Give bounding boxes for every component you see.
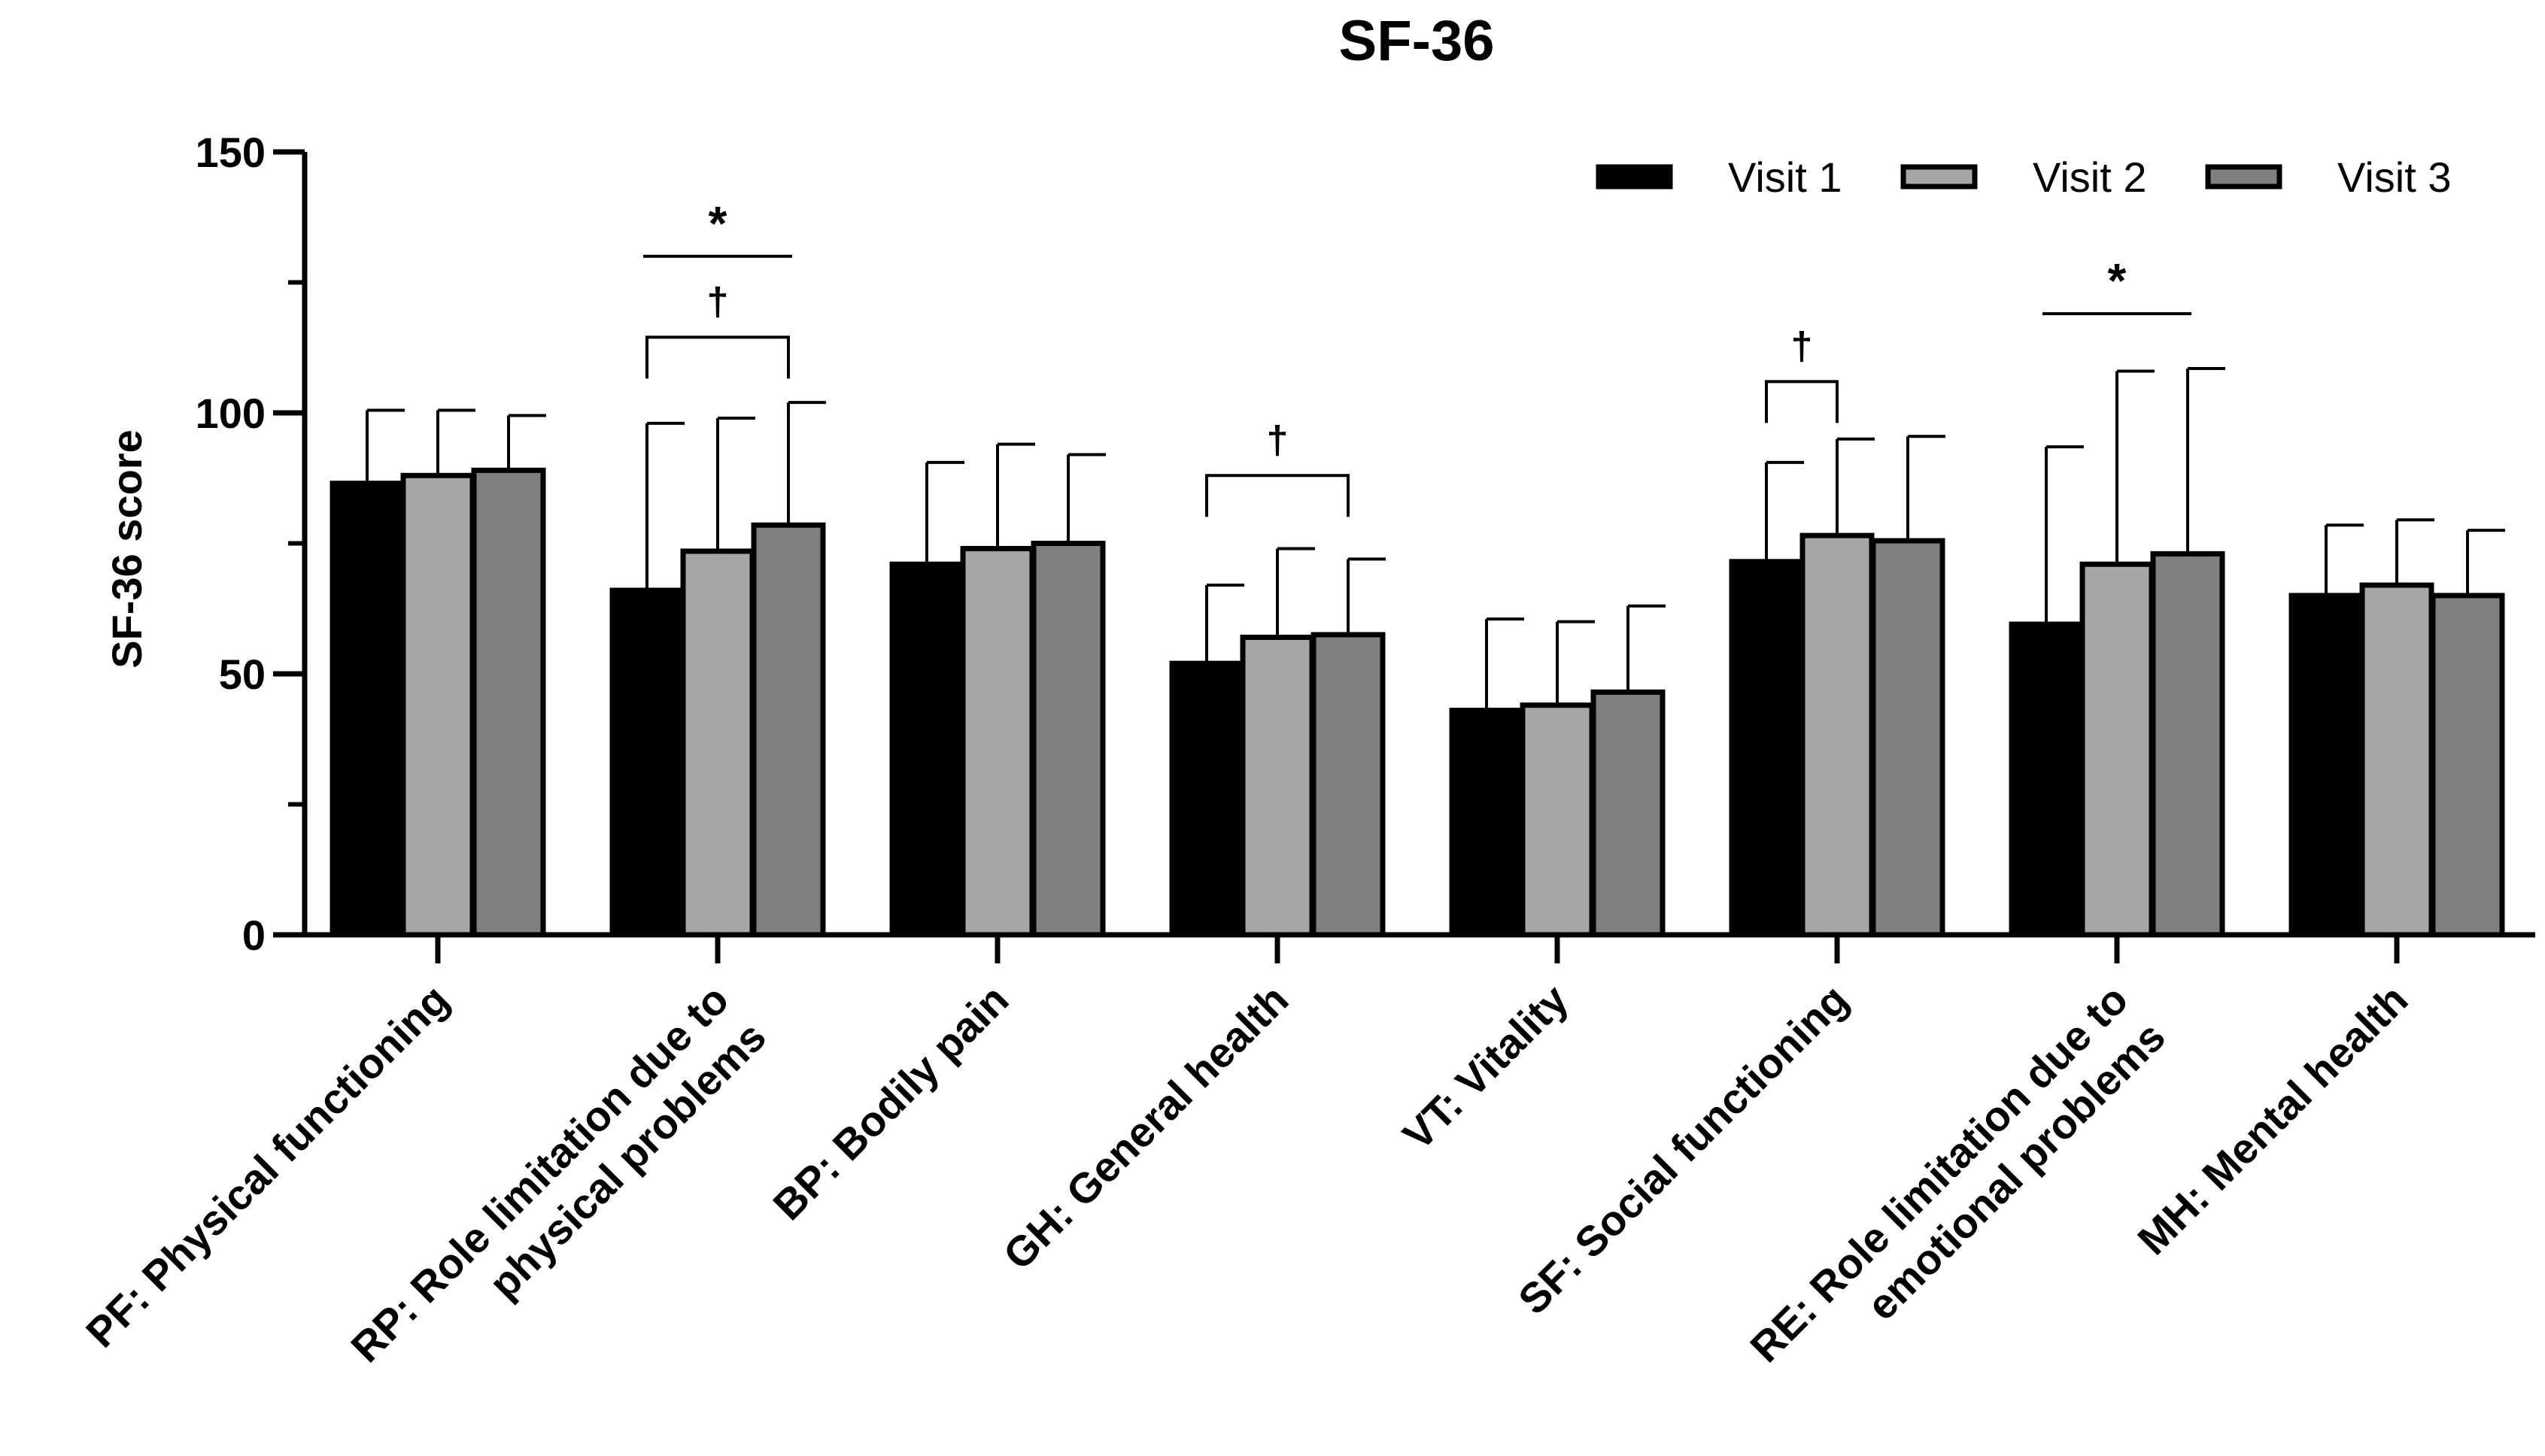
y-tick-label-50: 50 — [219, 651, 266, 698]
legend-label-visit-1: Visit 1 — [1728, 153, 1842, 201]
significance-bracket-3 — [1765, 380, 1839, 423]
bar-visit-2-cat-6 — [2079, 561, 2155, 938]
x-tick-label-3: GH: General health — [994, 975, 1297, 1279]
x-tick-label-line: BP: Bodily pain — [764, 975, 1017, 1229]
legend-swatch-visit-1 — [1596, 164, 1673, 190]
bar-visit-1-cat-3 — [1169, 660, 1244, 938]
x-tick-label-line: SF: Social functioning — [1509, 975, 1857, 1324]
x-tick-label-7: MH: Mental health — [2128, 975, 2416, 1263]
bar-visit-1-cat-1 — [609, 587, 685, 938]
bar-visit-2-cat-7 — [2359, 582, 2434, 938]
x-tick-label-2: BP: Bodily pain — [764, 975, 1017, 1229]
bar-visit-3-cat-1 — [751, 522, 826, 938]
bar-visit-1-cat-6 — [2009, 621, 2084, 938]
legend: Visit 1 Visit 2 Visit 3 — [1596, 153, 2451, 201]
bar-visit-2-cat-4 — [1520, 702, 1595, 938]
significance-symbol-4: * — [2108, 253, 2127, 308]
bar-visit-1-cat-0 — [330, 481, 405, 938]
bar-visit-1-cat-5 — [1729, 559, 1804, 938]
bar-visit-3-cat-6 — [2150, 551, 2225, 938]
bar-visit-3-cat-4 — [1590, 689, 1666, 938]
bar-visit-2-cat-2 — [960, 545, 1035, 938]
x-tick-label-5: SF: Social functioning — [1509, 975, 1857, 1324]
y-tick-label-0: 0 — [242, 912, 266, 959]
bar-visit-2-cat-3 — [1240, 634, 1315, 938]
bar-visit-2-cat-5 — [1799, 532, 1875, 938]
significance-bracket-1 — [645, 335, 790, 379]
significance-symbol-0: * — [709, 196, 727, 250]
significance-bracket-2 — [1205, 474, 1350, 517]
significance-symbol-3: † — [1791, 324, 1813, 368]
bar-visit-3-cat-3 — [1310, 632, 1386, 938]
bar-visit-2-cat-1 — [680, 548, 755, 938]
bar-visit-3-cat-5 — [1870, 538, 1945, 938]
legend-swatch-visit-3 — [2205, 164, 2282, 190]
x-tick-label-line: GH: General health — [994, 975, 1297, 1279]
significance-symbol-2: † — [1267, 418, 1289, 462]
x-tick-label-line: MH: Mental health — [2128, 975, 2416, 1263]
y-axis-label: SF-36 score — [103, 429, 150, 669]
bar-visit-1-cat-4 — [1449, 708, 1524, 938]
bar-visit-3-cat-2 — [1031, 541, 1106, 938]
legend-label-visit-3: Visit 3 — [2337, 153, 2451, 201]
y-tick-label-150: 150 — [196, 129, 266, 176]
legend-label-visit-2: Visit 2 — [2033, 153, 2146, 201]
bar-visit-3-cat-7 — [2430, 593, 2505, 938]
bar-visit-2-cat-0 — [400, 472, 475, 938]
y-tick-label-100: 100 — [196, 390, 266, 437]
bar-visit-1-cat-2 — [889, 561, 964, 938]
x-tick-label-4: VT: Vitality — [1393, 975, 1577, 1159]
chart-title: SF-36 — [1339, 9, 1495, 73]
bar-visit-1-cat-7 — [2288, 593, 2364, 938]
x-tick-label-line: emotional problems — [1857, 1012, 2174, 1329]
legend-swatch-visit-2 — [1900, 164, 1978, 190]
x-tick-label-line: VT: Vitality — [1393, 975, 1577, 1159]
significance-symbol-1: † — [707, 280, 729, 323]
bar-visit-3-cat-0 — [471, 467, 546, 938]
